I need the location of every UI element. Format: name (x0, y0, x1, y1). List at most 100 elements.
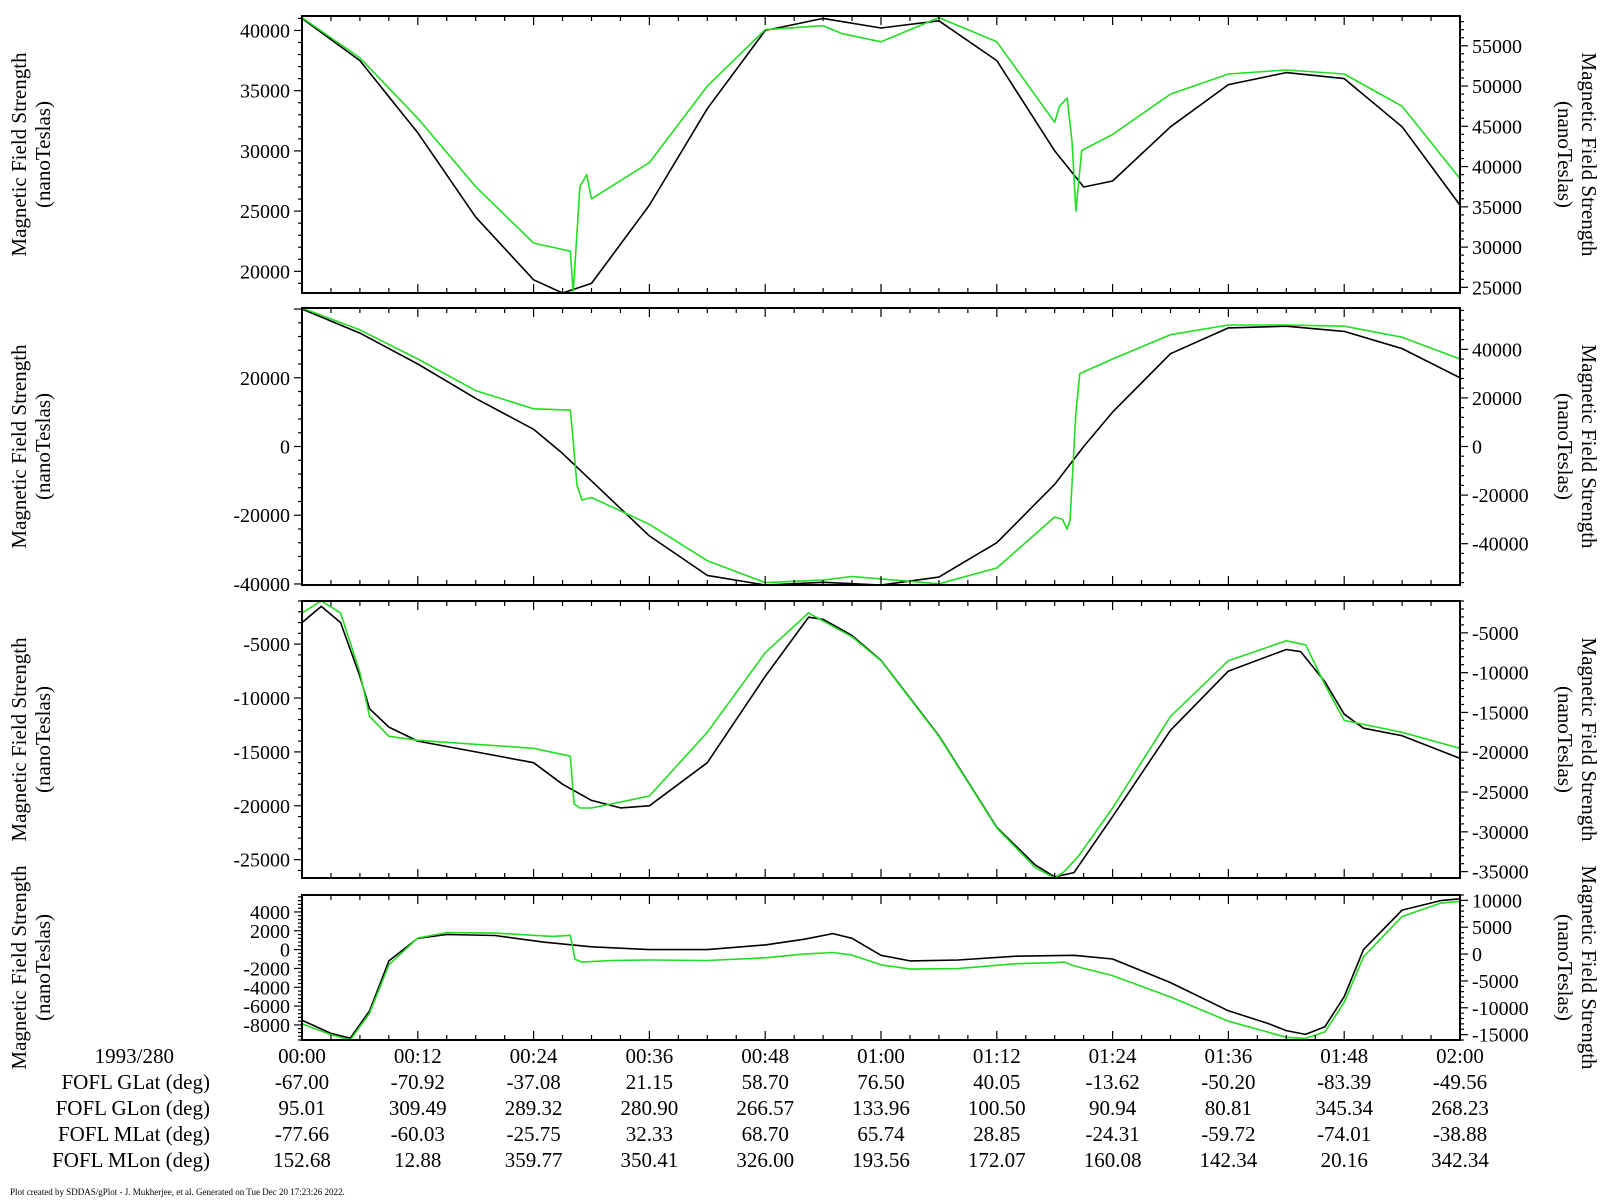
ephemeris-value: -49.56 (1433, 1070, 1487, 1094)
ephemeris-row-label: FOFL MLon (deg) (52, 1148, 210, 1172)
y-tick-label: 2000 (250, 921, 290, 943)
y-tick-label: 0 (280, 437, 290, 459)
series-line-green (302, 601, 1460, 878)
panel-4: -8000-6000-4000-2000020004000-15000-1000… (7, 865, 1600, 1070)
y2-tick-label: 5000 (1472, 917, 1512, 939)
ephemeris-value: 359.77 (505, 1148, 563, 1172)
y2-tick-label: -20000 (1472, 742, 1529, 764)
y-tick-label: -25000 (233, 850, 290, 872)
series-line-black (302, 605, 1460, 878)
ephemeris-row-label: FOFL GLon (deg) (56, 1096, 210, 1120)
plot-frame (301, 307, 1461, 586)
ephemeris-value: 90.94 (1089, 1096, 1137, 1120)
ephemeris-value: 345.34 (1315, 1096, 1373, 1120)
x-tick-label: 00:24 (510, 1044, 558, 1068)
ephemeris-value: -59.72 (1201, 1122, 1255, 1146)
y-axis-title: Magnetic Field Strength (7, 637, 31, 842)
y2-tick-label: 20000 (1472, 388, 1522, 410)
y2-tick-label: -35000 (1472, 862, 1529, 884)
y2-axis-title: Magnetic Field Strength (1577, 865, 1600, 1070)
y-tick-label: 25000 (240, 201, 290, 223)
ephemeris-value: 172.07 (968, 1148, 1026, 1172)
ephemeris-value: 58.70 (742, 1070, 789, 1094)
y-tick-label: 40000 (240, 20, 290, 42)
y2-tick-label: -5000 (1472, 971, 1519, 993)
ephemeris-value: -25.75 (506, 1122, 560, 1146)
ephemeris-value: 326.00 (736, 1148, 794, 1172)
ephemeris-value: 193.56 (852, 1148, 910, 1172)
y-tick-label: -20000 (233, 796, 290, 818)
y-tick-label: -15000 (233, 742, 290, 764)
x-tick-label: 00:00 (278, 1044, 326, 1068)
ephemeris-value: 80.81 (1205, 1096, 1252, 1120)
ephemeris-value: -83.39 (1317, 1070, 1371, 1094)
ephemeris-value: -67.00 (275, 1070, 329, 1094)
y2-axis-title: Magnetic Field Strength (1577, 344, 1600, 549)
y2-tick-label: 45000 (1472, 116, 1522, 138)
x-tick-label: 01:24 (1089, 1044, 1137, 1068)
ephemeris-value: 68.70 (742, 1122, 789, 1146)
y-tick-label: -40000 (233, 574, 290, 596)
y-axis-title: Magnetic Field Strength (7, 344, 31, 549)
y2-tick-label: -15000 (1472, 1025, 1529, 1047)
y-tick-label: 35000 (240, 81, 290, 103)
ephemeris-value: 12.88 (394, 1148, 441, 1172)
ephemeris-value: 65.74 (857, 1122, 905, 1146)
ephemeris-value: 342.34 (1431, 1148, 1489, 1172)
ephemeris-value: 350.41 (621, 1148, 679, 1172)
ephemeris-value: 266.57 (736, 1096, 794, 1120)
ephemeris-value: -70.92 (391, 1070, 445, 1094)
date-label: 1993/280 (95, 1044, 174, 1068)
ephemeris-value: -13.62 (1085, 1070, 1139, 1094)
plot-frame (301, 600, 1461, 879)
y2-tick-label: 30000 (1472, 237, 1522, 259)
ephemeris-value: -24.31 (1085, 1122, 1139, 1146)
y-tick-label: -6000 (243, 996, 290, 1018)
y-tick-label: -4000 (243, 977, 290, 999)
ephemeris-table: 1993/280 00:00 00:12 00:24 00:36 00:48 01:00 01… (52, 1044, 1489, 1172)
ephemeris-row-label: FOFL MLat (deg) (58, 1122, 210, 1146)
plot-frame (301, 894, 1461, 1041)
plot-frame (301, 15, 1461, 294)
y-tick-label: 30000 (240, 141, 290, 163)
ephemeris-value: 76.50 (857, 1070, 904, 1094)
ephemeris-value: 32.33 (626, 1122, 673, 1146)
ephemeris-row-label: FOFL GLat (deg) (61, 1070, 210, 1094)
y2-tick-label: 10000 (1472, 890, 1522, 912)
x-tick-label: 00:36 (625, 1044, 673, 1068)
y2-tick-label: -10000 (1472, 998, 1529, 1020)
y-tick-label: -2000 (243, 958, 290, 980)
y-axis-title: Magnetic Field Strength (7, 865, 31, 1070)
y-tick-label: -5000 (243, 634, 290, 656)
ephemeris-value: 280.90 (621, 1096, 679, 1120)
ephemeris-value: -37.08 (506, 1070, 560, 1094)
y2-tick-label: -40000 (1472, 534, 1529, 556)
y2-tick-label: -25000 (1472, 782, 1529, 804)
panel-1: 20000 25000 30000 35000 40000 25000 30000 35000… (7, 15, 1600, 299)
footer-credit: Plot created by SDDAS/gPlot - J. Mukherj… (10, 1187, 345, 1197)
ephemeris-value: -60.03 (391, 1122, 445, 1146)
series-line-green (302, 900, 1460, 1040)
series-line-green (302, 308, 1460, 585)
ephemeris-value: -77.66 (275, 1122, 329, 1146)
series-line-green (302, 16, 1460, 293)
ephemeris-value: 142.34 (1200, 1148, 1258, 1172)
series-line-black (302, 308, 1460, 585)
x-tick-label: 00:12 (394, 1044, 442, 1068)
y2-tick-label: 0 (1472, 437, 1482, 459)
y-axis-title: Magnetic Field Strength (7, 52, 31, 257)
ephemeris-value: 20.16 (1321, 1148, 1368, 1172)
y-tick-label: 0 (280, 940, 290, 962)
ephemeris-value: 309.49 (389, 1096, 447, 1120)
y2-axis-unit: (nanoTeslas) (1553, 101, 1577, 208)
y-axis-unit: (nanoTeslas) (31, 686, 55, 793)
y2-tick-label: 40000 (1472, 339, 1522, 361)
ephemeris-value: -74.01 (1317, 1122, 1371, 1146)
panel-3: -25000 -20000 -15000 -10000 -5000 -35000 -3000… (7, 600, 1600, 884)
y-tick-label: 4000 (250, 902, 290, 924)
x-tick-label: 01:00 (857, 1044, 905, 1068)
y2-axis-unit: (nanoTeslas) (1553, 914, 1577, 1021)
y2-tick-label: -5000 (1472, 623, 1519, 645)
y-axis-unit: (nanoTeslas) (31, 101, 55, 208)
